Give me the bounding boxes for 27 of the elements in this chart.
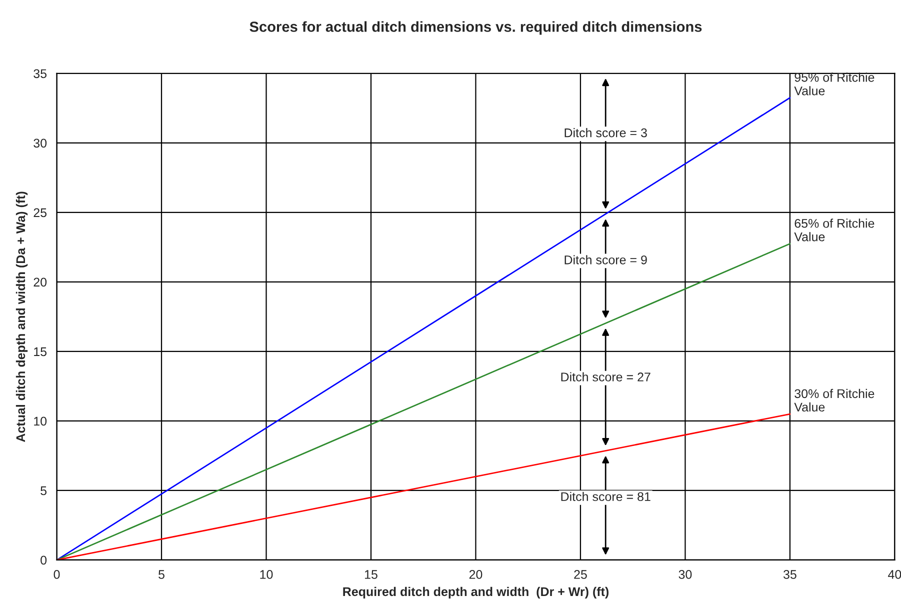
y-tick-label: 15	[34, 347, 47, 356]
annotation: Ditch score = 27	[561, 372, 650, 382]
y-tick-label: 35	[34, 69, 47, 78]
x-tick-label: 25	[574, 570, 587, 579]
x-tick-label: 20	[469, 570, 482, 579]
series-label: 65% of Ritchie Value	[794, 218, 874, 242]
y-tick-label: 0	[40, 556, 47, 565]
y-tick-label: 25	[34, 208, 47, 218]
annotation: Ditch score = 9	[564, 255, 647, 264]
y-tick-label: 10	[34, 416, 47, 426]
x-tick-label: 35	[783, 570, 796, 579]
series-label: 30% of Ritchie Value	[794, 388, 874, 412]
x-tick-label: 30	[678, 570, 692, 579]
y-tick-label: 5	[40, 486, 47, 496]
chart-title: Scores for actual ditch dimensions vs. required ditch dimensions	[250, 21, 702, 35]
annotation: Ditch score = 3	[564, 128, 647, 138]
x-tick-label: 0	[54, 570, 60, 579]
y-tick-label: 30	[34, 138, 47, 148]
y-tick-label: 20	[34, 278, 47, 287]
x-tick-label: 40	[888, 570, 901, 579]
x-tick-label: 10	[260, 570, 273, 579]
y-axis-title: Actual ditch depth and width (Da + Wa) (ft)	[16, 192, 28, 442]
x-axis-title: Required ditch depth and width (Dr + Wr) (ft)	[343, 586, 608, 599]
annotation: Ditch score = 81	[561, 492, 650, 502]
x-tick-label: 5	[158, 570, 164, 579]
x-tick-label: 15	[364, 570, 378, 579]
series-label: 95% of Ritchie Value	[794, 72, 874, 96]
